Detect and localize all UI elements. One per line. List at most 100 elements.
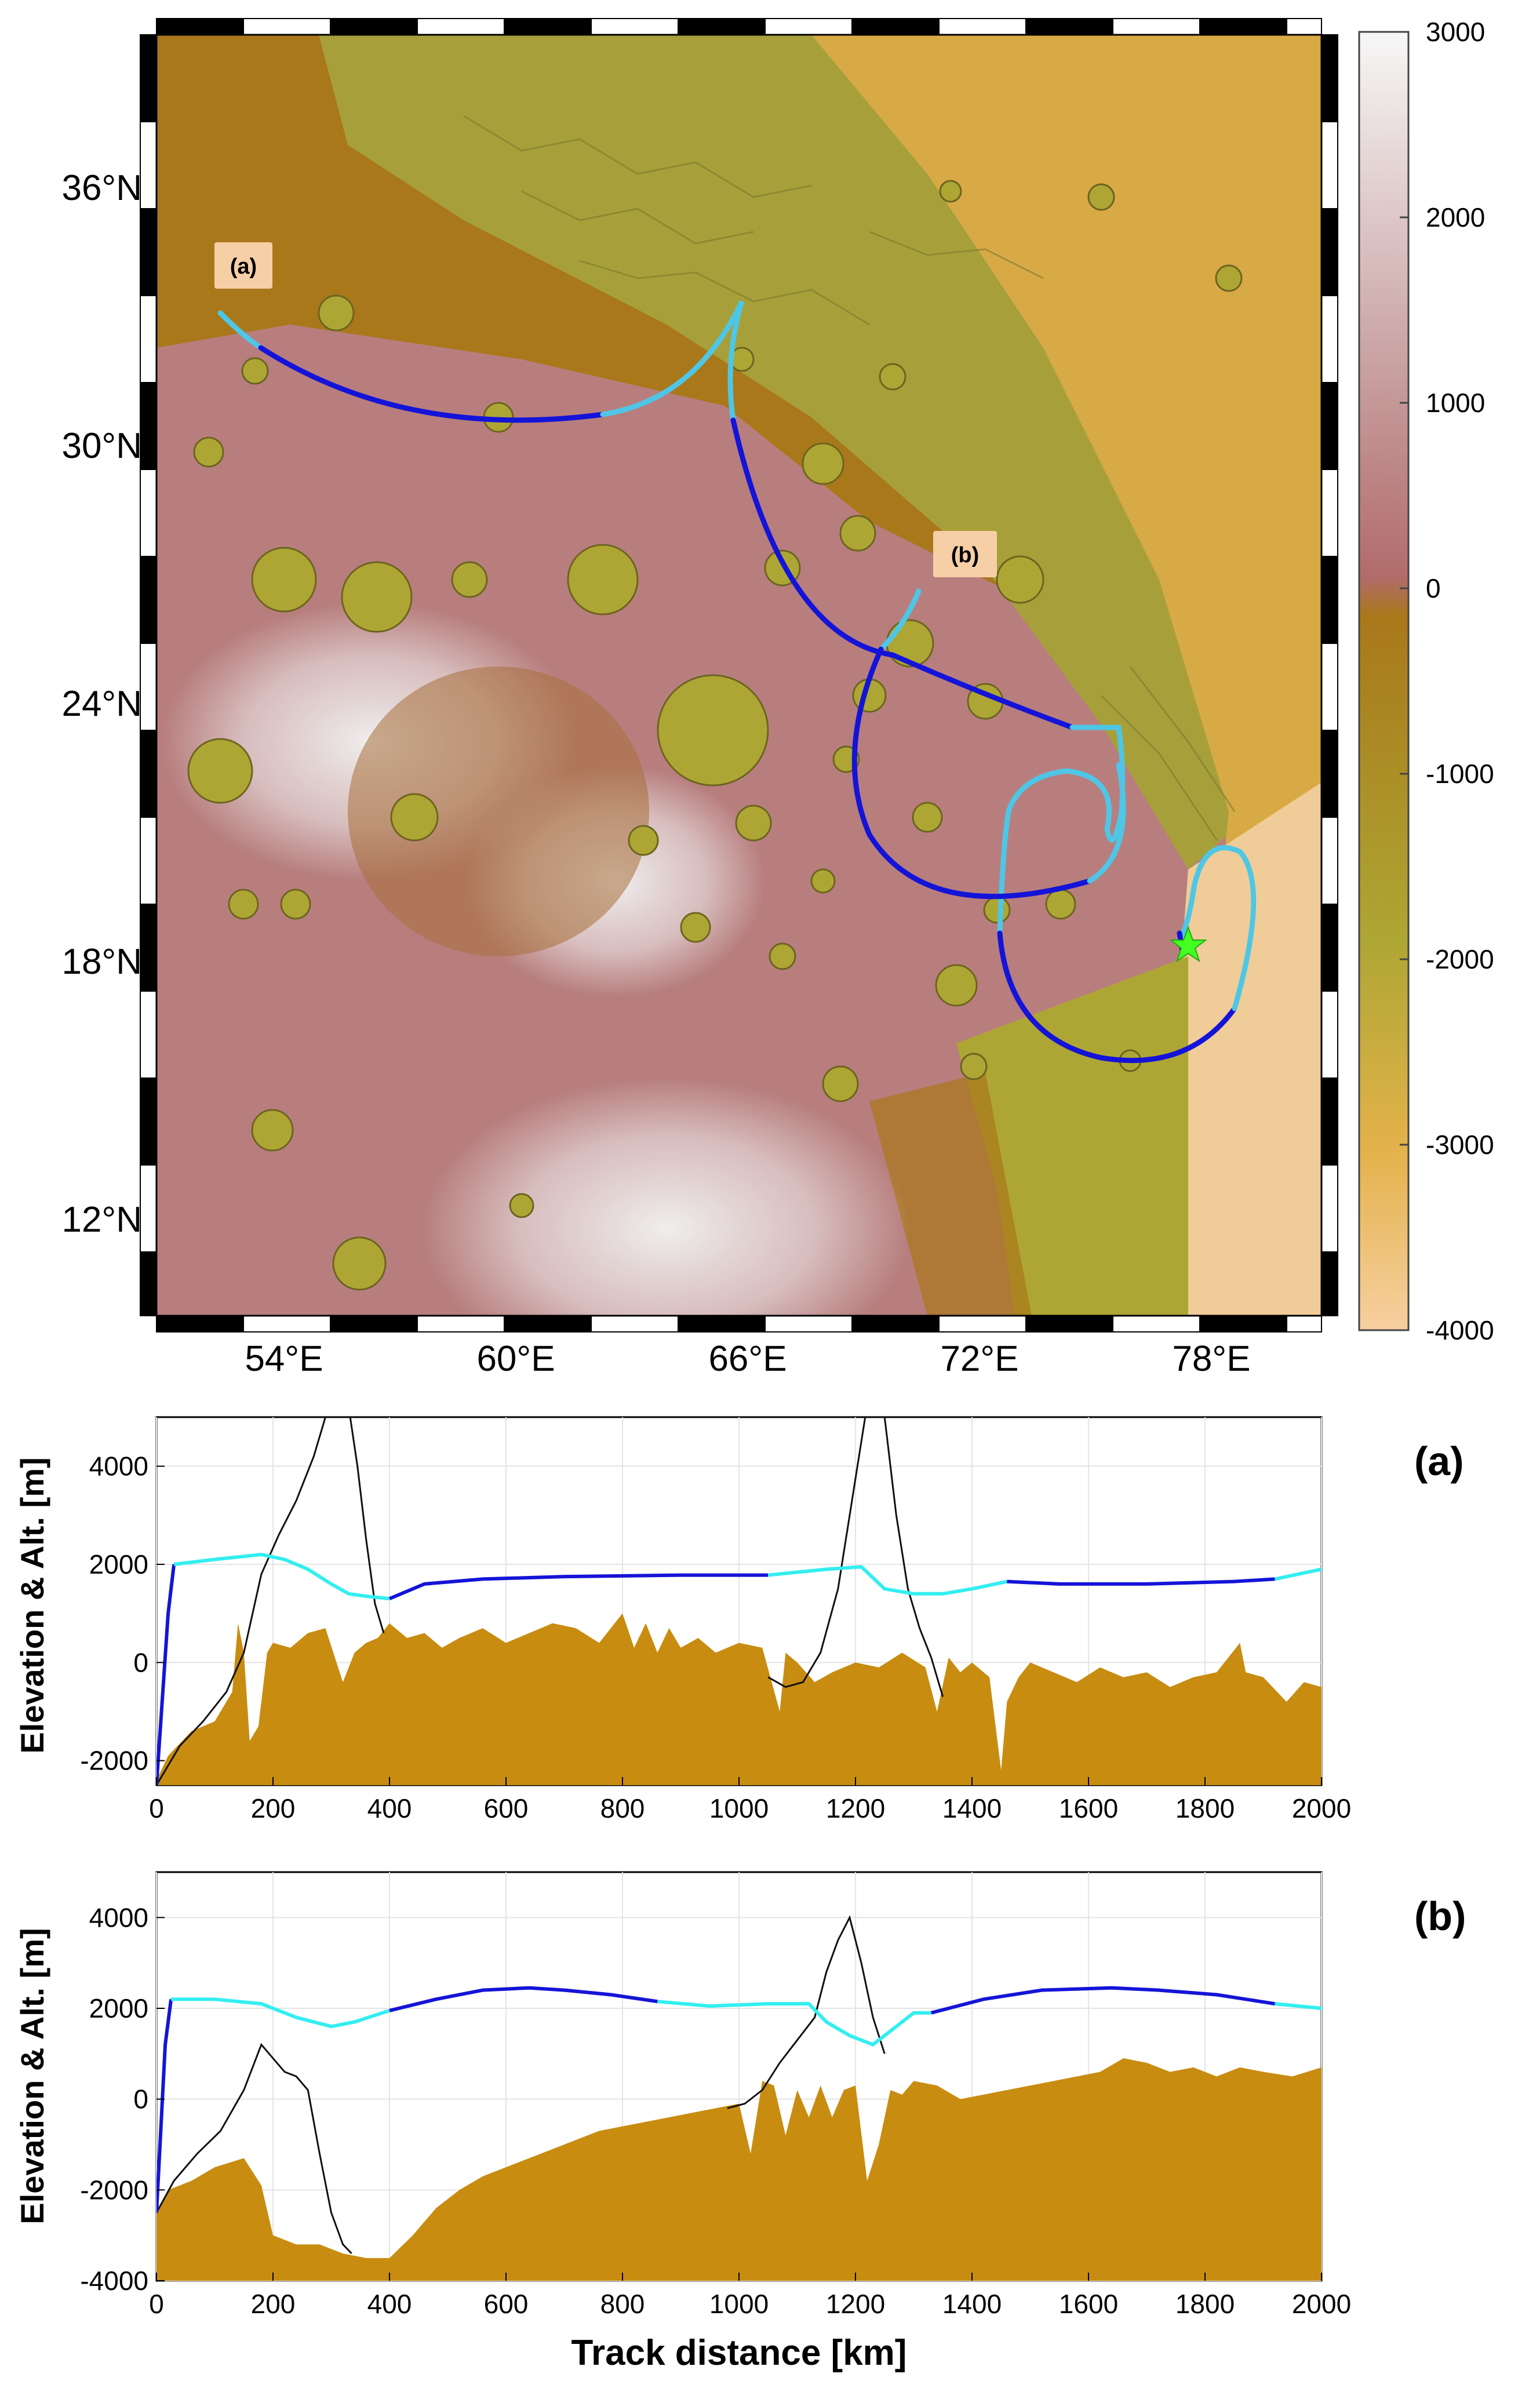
map-border: [155, 34, 1323, 1317]
landing-site-star: [1169, 926, 1207, 963]
frame-tick-top: [156, 18, 244, 35]
chart-b-xlabel: Track distance [km]: [571, 2333, 907, 2373]
frame-tick-left: [140, 817, 157, 905]
x-tick-label: 1600: [1059, 1793, 1118, 1823]
frame-tick-top: [591, 18, 679, 35]
topographic-map: (a) (b) 36°N 30°N 24°N 18°N 12°N 54°E 60…: [61, 18, 1338, 1379]
y-tick-label: -2000: [80, 1746, 148, 1776]
x-tick-label: 1200: [826, 2289, 885, 2319]
frame-tick-left: [140, 469, 157, 557]
frame-tick-left: [140, 904, 157, 992]
frame-tick-left: [140, 1077, 157, 1166]
x-tick-label: 800: [600, 2289, 645, 2319]
elevation-chart-b: 0 200 400 600 800 1000 1200 1400 1600 1800 2000 -40…: [14, 1871, 1466, 2373]
y-tick-label: 2000: [89, 1549, 148, 1579]
x-tick-label: 400: [367, 2289, 412, 2319]
terrain-highland-south: [423, 1078, 910, 1316]
lon-label-54: 54°E: [245, 1339, 323, 1379]
frame-tick-right: [1321, 1077, 1338, 1166]
lon-label-60: 60°E: [476, 1339, 555, 1379]
x-tick-label: 2000: [1292, 1793, 1351, 1823]
terrain-pale-east: [1171, 782, 1321, 1316]
frame-tick-top: [417, 18, 505, 35]
fractured-terrain: [463, 115, 1236, 841]
frame-tick-right: [1321, 1251, 1338, 1316]
frame-tick-bottom: [504, 1315, 592, 1333]
altitude-line-segment: [930, 1986, 1276, 2015]
frame-tick-bottom: [851, 1315, 940, 1333]
altitude-line-segment: [389, 1986, 658, 2012]
callout-b: (b): [933, 531, 997, 577]
altitude-line-segment: [657, 2000, 931, 2047]
frame-tick-bottom: [678, 1315, 766, 1333]
x-tick-label: 200: [251, 1793, 296, 1823]
colorbar-tick-label: -3000: [1426, 1130, 1494, 1160]
terrain-area: [156, 2058, 1321, 2281]
altitude-line-segment: [156, 1998, 173, 2213]
x-tick-label: 1800: [1175, 2289, 1235, 2319]
terrain-area: [156, 1613, 1321, 1785]
lat-label-18: 18°N: [61, 942, 142, 982]
track-a-segment-1: [217, 310, 264, 351]
frame-tick-left: [140, 643, 157, 731]
y-tick-label: 0: [133, 2084, 148, 2114]
callout-a-label: (a): [230, 254, 257, 279]
x-tick-label: 800: [600, 1793, 645, 1823]
callout-a: (a): [214, 242, 272, 289]
lon-label-72: 72°E: [940, 1339, 1018, 1379]
y-tick-label: -2000: [80, 2175, 148, 2205]
frame-tick-top: [851, 18, 940, 35]
frame-tick-bottom: [243, 1315, 331, 1333]
frame-tick-top: [330, 18, 418, 35]
x-tick-label: 600: [484, 1793, 529, 1823]
frame-tick-left: [140, 121, 157, 209]
x-tick-label: 1600: [1059, 2289, 1118, 2319]
y-tick-label: 4000: [89, 1902, 148, 1932]
frame-tick-top: [1112, 18, 1200, 35]
x-tick-label: 1000: [709, 1793, 769, 1823]
colorbar-tick-label: 3000: [1426, 17, 1485, 47]
chart-a-data: [156, 1417, 1321, 1785]
lon-label-66: 66°E: [708, 1339, 787, 1379]
y-tick-label: 2000: [89, 1993, 148, 2023]
frame-tick-right: [1321, 730, 1338, 818]
track-b-segment-3: [1087, 762, 1126, 884]
chart-b-data: [156, 1915, 1321, 2281]
colorbar-tick-label: 0: [1426, 573, 1441, 603]
colorbar-tick-label: -4000: [1426, 1315, 1494, 1345]
frame-tick-right: [1321, 1164, 1338, 1253]
x-tick-label: 200: [251, 2289, 296, 2319]
frame-tick-bottom: [591, 1315, 679, 1333]
y-tick-label: 0: [133, 1647, 148, 1677]
frame-tick-bottom: [764, 1315, 853, 1333]
track-a-segment-2: [258, 345, 606, 423]
frame-tick-left: [140, 208, 157, 296]
x-tick-label: 1400: [942, 2289, 1002, 2319]
frame-tick-left: [140, 382, 157, 470]
chart-b-panel-label: (b): [1414, 1894, 1466, 1939]
frame-tick-top: [1025, 18, 1113, 35]
colorbar-tick-label: -2000: [1426, 944, 1494, 974]
colorbar-gradient: [1358, 31, 1410, 1331]
frame-tick-right: [1321, 643, 1338, 731]
x-tick-label: 600: [484, 2289, 529, 2319]
frame-tick-top: [678, 18, 766, 35]
y-tick-label: -4000: [80, 2266, 148, 2296]
frame-tick-right: [1321, 991, 1338, 1079]
track-a-segment-3: [600, 300, 745, 423]
x-tick-label: 1200: [826, 1793, 885, 1823]
lat-label-12: 12°N: [61, 1200, 142, 1240]
frame-tick-left: [140, 1164, 157, 1253]
chart-b-ylabel: Elevation & Alt. [m]: [14, 1928, 50, 2224]
colorbar-tick-label: 2000: [1426, 202, 1485, 232]
frame-tick-left: [140, 1251, 157, 1316]
x-tick-label: 1400: [942, 1793, 1002, 1823]
callout-b-label: (b): [951, 543, 980, 567]
frame-tick-right: [1321, 556, 1338, 644]
colorbar-tick-label: -1000: [1426, 759, 1494, 789]
ground-intersection-curve: [156, 2043, 352, 2255]
frame-tick-top: [243, 18, 331, 35]
track-a-segment-6: [997, 930, 1237, 1064]
frame-tick-left: [140, 34, 157, 122]
